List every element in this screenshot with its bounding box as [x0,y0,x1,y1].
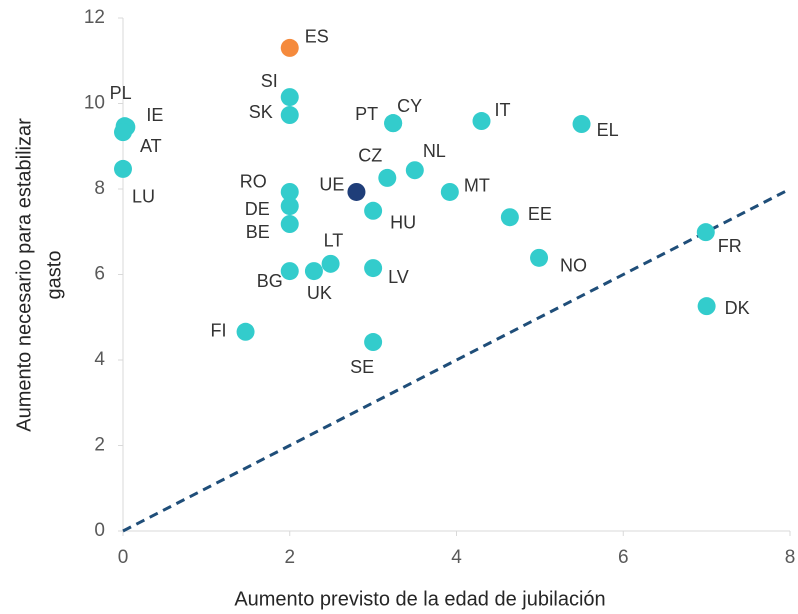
point-label: PT [355,104,378,124]
point-label: SK [249,102,273,122]
x-axis-label: Aumento previsto de la edad de jubilació… [234,588,605,610]
point-label: BE [246,222,270,242]
point-label: DE [245,199,270,219]
point [364,201,383,220]
point [500,208,519,227]
point [472,112,491,131]
y-tick-label: 2 [94,435,105,456]
point-label: LU [132,187,155,207]
point-label: IT [495,100,511,120]
point [114,159,132,178]
point [280,197,299,216]
point [530,248,549,267]
point [280,215,299,234]
point [280,106,299,125]
point [280,262,299,281]
x-tick-label: 2 [284,547,295,568]
point [304,262,323,281]
point-label: BG [257,271,283,291]
point-label: AT [140,136,162,156]
point [696,223,715,242]
point-label: EE [528,204,552,224]
point [572,115,591,134]
point [347,182,366,201]
point-label: MT [464,176,490,196]
y-axis-label: Aumento necesario para estabilizar [13,118,35,432]
x-tick-label: 0 [118,547,129,568]
point [280,182,299,201]
point [364,333,383,352]
point-label: LV [388,267,409,287]
y-tick-label: 6 [94,264,105,285]
point-label: CY [397,96,422,116]
point [378,168,397,187]
point-label: FI [211,321,227,341]
point-label: LT [324,231,344,251]
point-label: RO [240,172,267,192]
x-tick-label: 6 [618,547,629,568]
x-tick-label: 4 [451,547,462,568]
point-label: EL [597,120,619,140]
point-label: UE [319,175,344,195]
y-tick-label: 12 [84,7,105,28]
point-label: SE [350,357,374,377]
point [321,254,340,273]
point [384,114,403,133]
point [280,38,299,57]
y-tick-label: 10 [84,93,105,114]
point [364,259,383,278]
y-axis-label: gasto [43,251,65,300]
point [236,322,255,341]
point-label: PL [110,83,132,103]
point [440,182,459,201]
point [405,161,424,180]
point-label: IE [146,105,163,125]
x-tick-label: 8 [785,547,796,568]
point [280,88,299,107]
point-label: NL [423,141,446,161]
reference-line [122,187,791,533]
y-tick-label: 0 [94,520,105,541]
point-label: DK [725,298,750,318]
point-label: CZ [358,146,382,166]
point-label: ES [305,27,329,47]
point-label: HU [390,213,416,233]
point [114,123,132,142]
point [697,297,716,316]
y-tick-label: 4 [94,349,105,370]
y-tick-label: 8 [94,178,105,199]
point-label: UK [307,283,332,303]
point-label: SI [261,71,278,91]
point-label: NO [560,256,587,276]
point-label: FR [718,236,742,256]
